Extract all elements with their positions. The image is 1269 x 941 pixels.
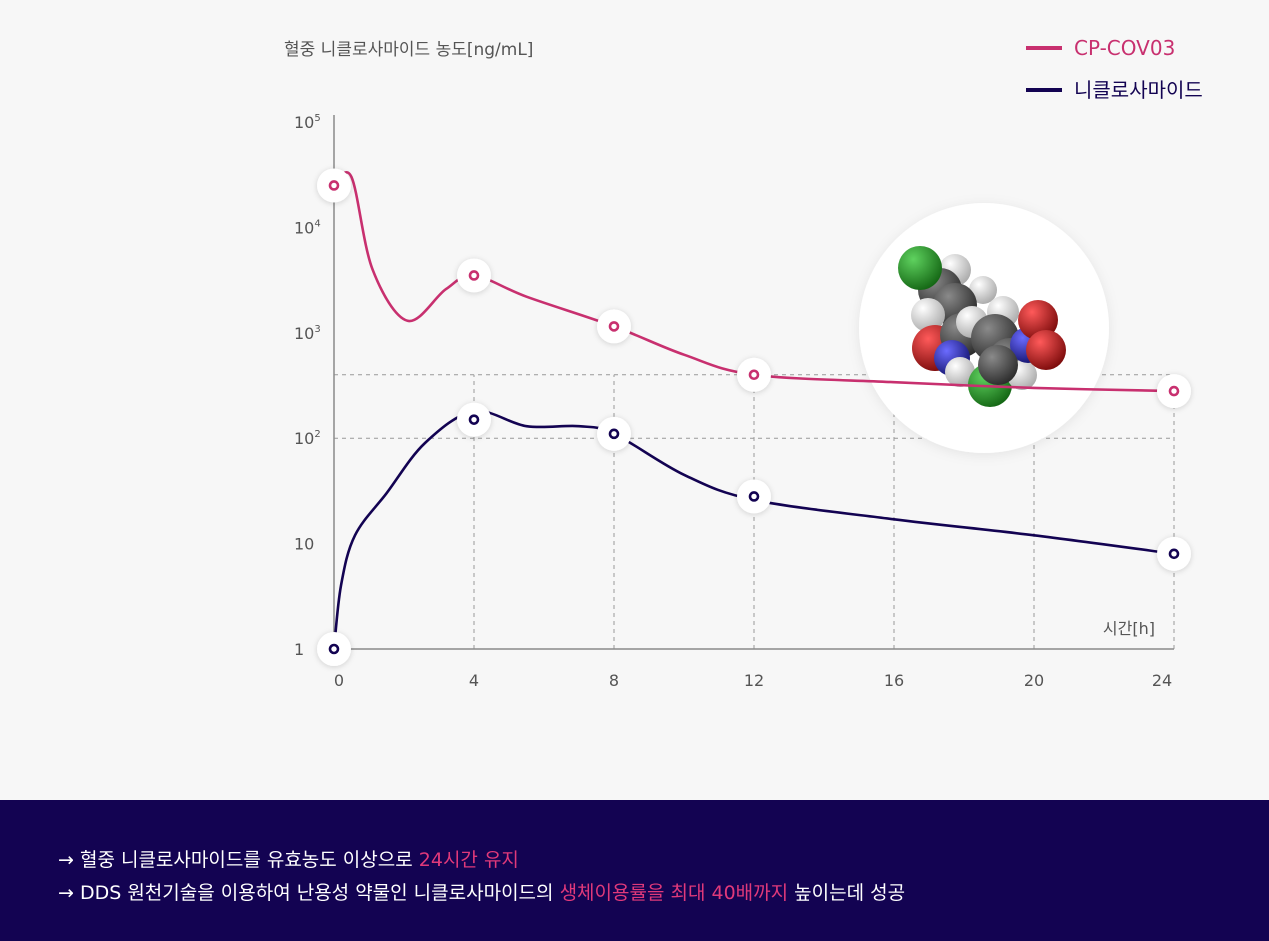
data-point-ring-1-1 [468, 414, 480, 425]
data-point-1-4 [1157, 536, 1191, 571]
summary-line-2-text: → DDS 원천기술을 이용하여 난용성 약물인 니클로사마이드의 [58, 882, 560, 904]
x-axis-title: 시간[h] [1103, 619, 1155, 638]
data-point-0-3 [737, 357, 771, 392]
data-point-ring-0-3 [748, 369, 760, 381]
x-tick-label-4: 4 [469, 671, 479, 690]
x-tick-label-24: 24 [1152, 671, 1172, 690]
molecule-atom [911, 298, 945, 332]
summary-banner: → 혈중 니클로사마이드를 유효농도 이상으로 24시간 유지 → DDS 원천… [0, 800, 1269, 941]
molecule-atom [945, 357, 975, 387]
data-point-ring-0-1 [468, 270, 480, 281]
y-tick-label-2: 103 [294, 324, 321, 343]
data-point-1-3 [737, 479, 771, 514]
data-point-ring-1-4 [1168, 548, 1180, 560]
data-point-1-1 [457, 402, 491, 437]
data-point-ring-1-2 [608, 428, 620, 440]
summary-line-1: → 혈중 니클로사마이드를 유효농도 이상으로 24시간 유지 [58, 844, 1269, 877]
x-tick-label-8: 8 [609, 671, 619, 690]
summary-line-2-suffix: 높이는데 성공 [788, 882, 906, 904]
series-line-1 [332, 409, 1176, 651]
y-tick-label-3: 102 [294, 429, 321, 448]
summary-line-2-highlight: 생체이용률을 최대 40배까지 [559, 882, 789, 904]
data-point-0-1 [457, 258, 491, 293]
molecule-atom [1026, 330, 1066, 370]
data-point-ring-1-0 [328, 643, 340, 655]
molecule-atom [978, 345, 1018, 385]
y-tick-label-5: 1 [294, 640, 304, 659]
x-tick-label-20: 20 [1024, 671, 1044, 690]
data-point-ring-0-4 [1168, 385, 1180, 397]
molecule-atom [898, 246, 942, 290]
molecule-illustration [859, 203, 1109, 453]
data-point-1-0 [317, 632, 351, 666]
y-tick-label-4: 10 [294, 535, 314, 554]
molecule-atom [1018, 300, 1058, 340]
data-point-0-4 [1157, 374, 1191, 409]
x-tick-label-12: 12 [744, 671, 764, 690]
x-tick-label-16: 16 [884, 671, 904, 690]
legend-label-1: 니클로사마이드 [1074, 78, 1203, 102]
molecule-atom [969, 276, 997, 304]
data-point-ring-0-2 [608, 321, 620, 332]
y-tick-label-0: 105 [294, 113, 321, 132]
summary-line-1-text: → 혈중 니클로사마이드를 유효농도 이상으로 [58, 849, 419, 871]
data-point-0-2 [597, 309, 631, 344]
y-axis-title: 혈중 니클로사마이드 농도[ng/mL] [284, 40, 533, 60]
data-point-0-0 [317, 168, 351, 203]
data-point-ring-1-3 [748, 491, 760, 502]
y-tick-label-1: 104 [294, 218, 321, 237]
data-point-1-2 [597, 416, 631, 451]
data-point-ring-0-0 [328, 180, 340, 191]
summary-line-2: → DDS 원천기술을 이용하여 난용성 약물인 니클로사마이드의 생체이용률을… [58, 877, 1269, 910]
summary-line-1-highlight: 24시간 유지 [418, 849, 519, 871]
legend-label-0: CP-COV03 [1074, 36, 1175, 60]
series-line-0 [332, 171, 1176, 393]
x-tick-label-0: 0 [334, 671, 344, 690]
